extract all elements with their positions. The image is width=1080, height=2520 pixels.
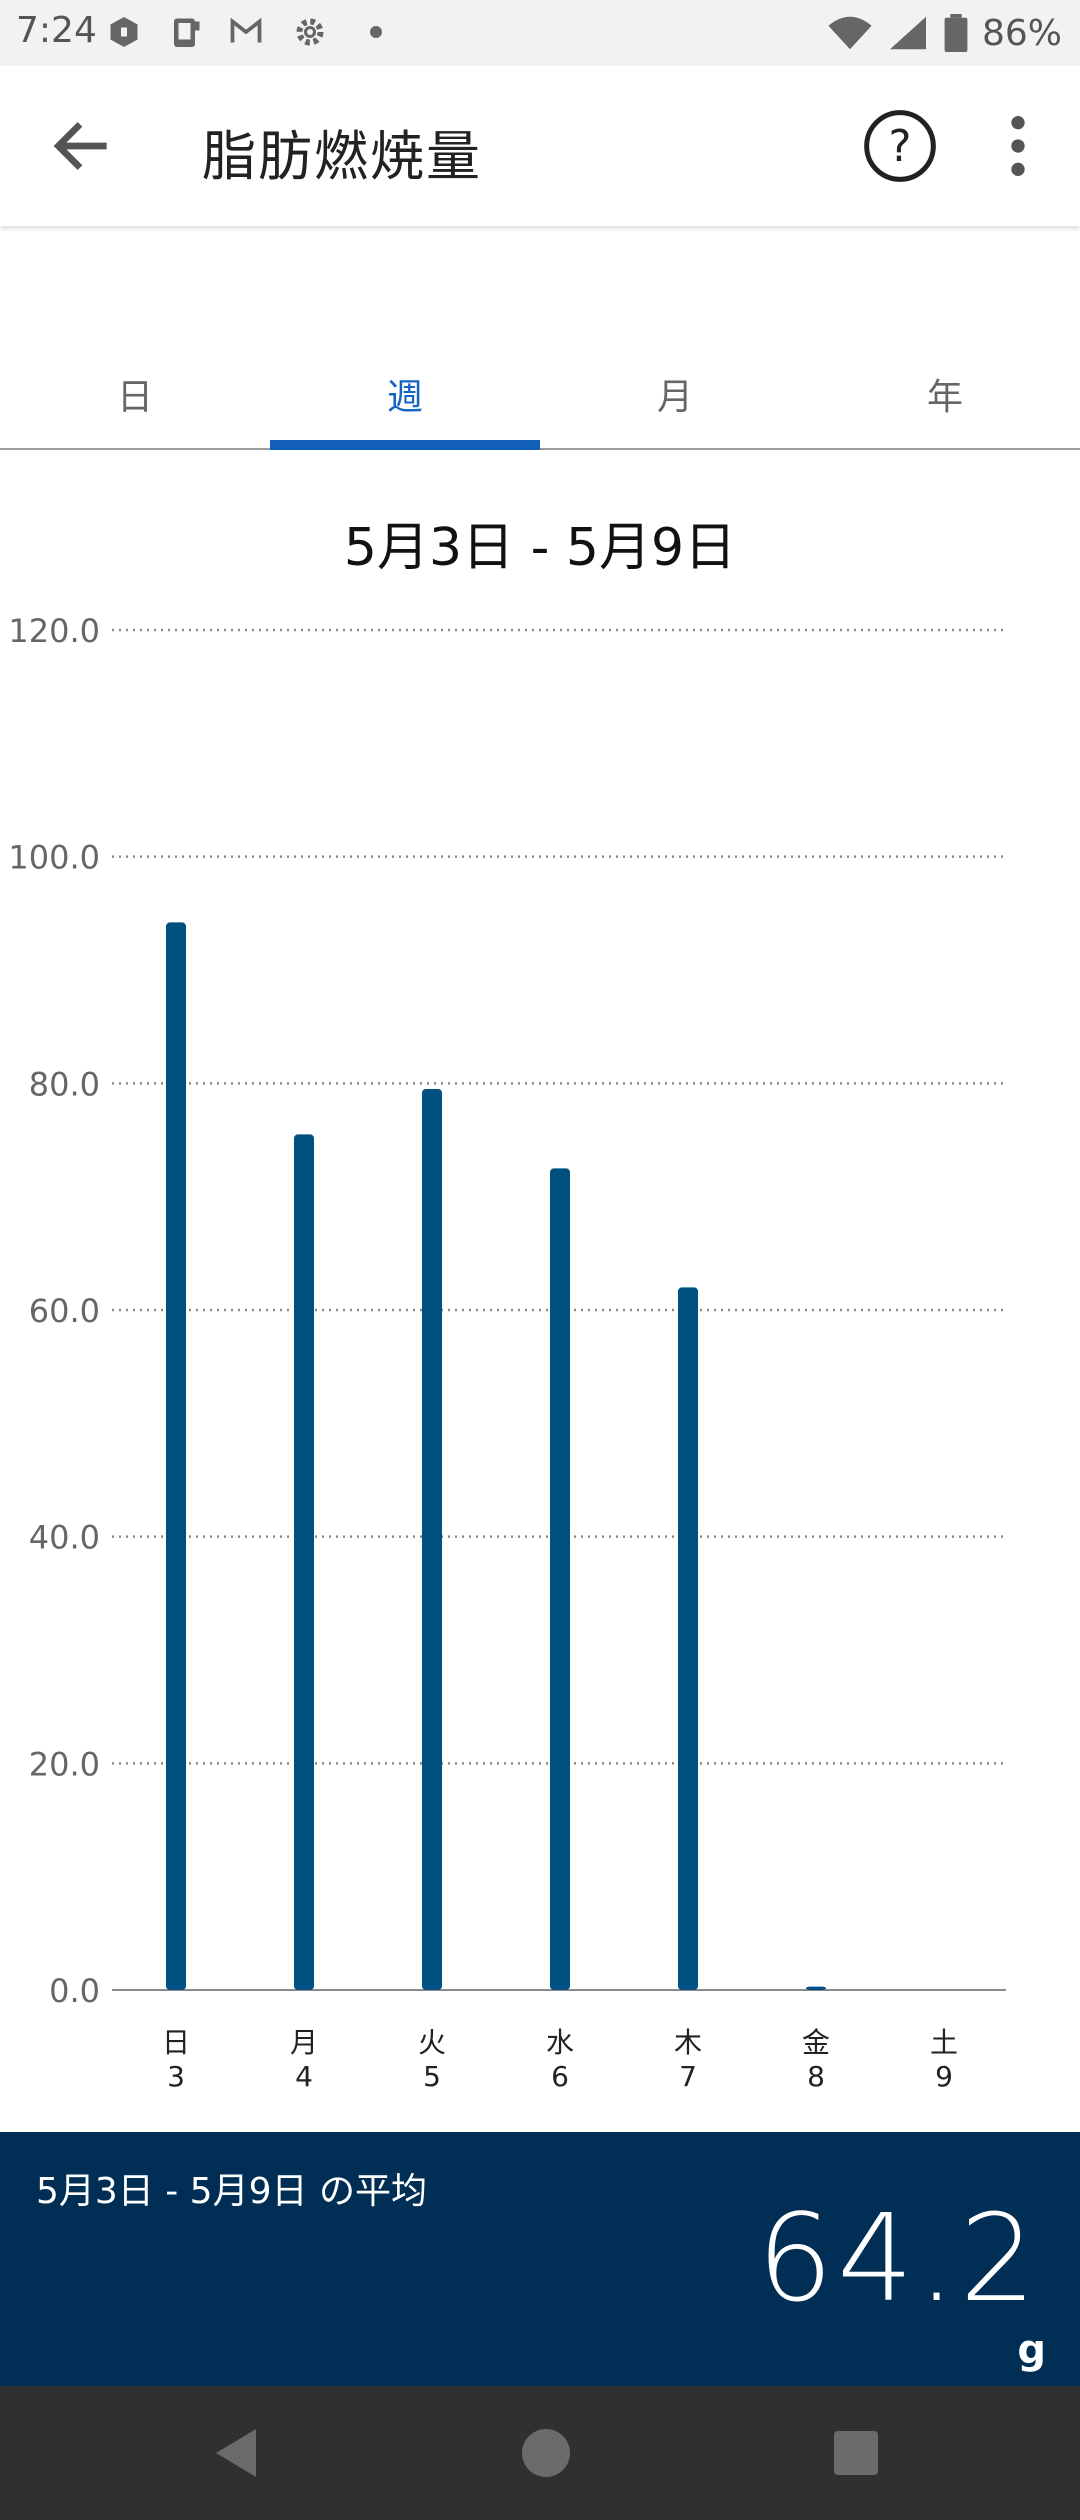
- average-value: 64.2: [756, 2190, 1040, 2329]
- dot-icon: [370, 26, 382, 38]
- app-bar: 脂肪燃焼量 ?: [0, 66, 1080, 226]
- tab-year[interactable]: 年: [926, 377, 963, 418]
- y-tick-label: 20.0: [29, 1745, 100, 1783]
- x-tick-day: 月: [290, 2026, 318, 2059]
- svg-text:?: ?: [889, 122, 912, 172]
- status-time: 7:24: [16, 10, 97, 51]
- average-summary: 5月3日 - 5月9日 の平均 64.2 g: [0, 2132, 1080, 2386]
- tab-day[interactable]: 日: [116, 377, 153, 418]
- x-tick-date: 5: [423, 2060, 441, 2093]
- page-title: 脂肪燃焼量: [202, 125, 482, 188]
- x-tick-day: 水: [546, 2026, 574, 2059]
- back-button[interactable]: [40, 106, 120, 186]
- average-label: 5月3日 - 5月9日 の平均: [36, 2171, 427, 2212]
- y-tick-label: 40.0: [29, 1519, 100, 1557]
- battery-icon: [944, 14, 968, 52]
- chart-bar: [166, 922, 186, 1990]
- x-tick-date: 8: [807, 2060, 825, 2093]
- tab-indicator: [270, 440, 540, 450]
- help-button[interactable]: ?: [860, 106, 940, 186]
- y-tick-label: 100.0: [8, 839, 100, 877]
- y-tick-label: 120.0: [8, 612, 100, 650]
- x-tick-date: 4: [295, 2060, 313, 2093]
- more-options-button[interactable]: [978, 106, 1058, 186]
- y-tick-label: 60.0: [29, 1292, 100, 1330]
- settings-icon: [296, 18, 324, 46]
- x-tick-day: 日: [162, 2026, 190, 2059]
- system-nav-bar: [0, 2386, 1080, 2520]
- x-tick-day: 木: [674, 2026, 702, 2059]
- average-unit: g: [1017, 2327, 1046, 2373]
- x-tick-day: 土: [930, 2026, 958, 2059]
- x-tick-date: 9: [935, 2060, 953, 2093]
- chart-bar: [806, 1986, 826, 1990]
- chart-bar: [678, 1287, 698, 1990]
- phone-icon: [174, 18, 200, 47]
- nav-back-icon[interactable]: [208, 2423, 268, 2483]
- y-tick-label: 0.0: [49, 1972, 100, 2010]
- cell-signal-icon: [889, 16, 926, 50]
- fat-burn-bar-chart: 0.0 20.0 40.0 60.0 80.0 100.0 120.0 日3 月4 火5 水6 木7 金…: [8, 612, 1006, 2093]
- battery-percentage: 86%: [981, 12, 1062, 54]
- tab-week[interactable]: 週: [386, 377, 423, 418]
- x-tick-date: 3: [167, 2060, 185, 2093]
- x-tick-date: 7: [679, 2060, 697, 2093]
- nav-recents-icon[interactable]: [826, 2423, 886, 2483]
- chart-bar: [550, 1168, 570, 1990]
- gmail-icon: [230, 17, 262, 43]
- wifi-icon: [828, 16, 872, 50]
- status-bar: 7:24 86%: [0, 0, 1080, 68]
- status-right: 86%: [828, 10, 1062, 56]
- date-range-title: 5月3日 - 5月9日: [343, 518, 737, 578]
- cube-icon: [110, 17, 138, 47]
- period-tabs: 日 週 月 年: [0, 340, 1080, 450]
- x-tick-day: 火: [418, 2026, 446, 2059]
- x-tick-day: 金: [802, 2026, 830, 2059]
- x-tick-date: 6: [551, 2060, 569, 2093]
- nav-home-icon[interactable]: [516, 2423, 576, 2483]
- tab-month[interactable]: 月: [656, 377, 693, 418]
- chart-bar: [422, 1089, 442, 1990]
- y-tick-label: 80.0: [29, 1065, 100, 1103]
- chart-bar: [294, 1134, 314, 1990]
